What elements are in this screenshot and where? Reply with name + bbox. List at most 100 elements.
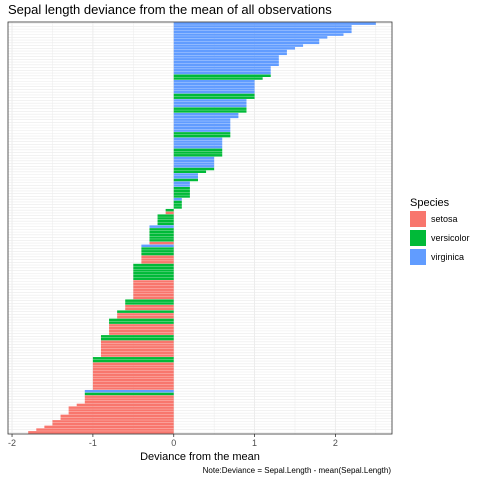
- bar-versicolor: [133, 269, 174, 272]
- bar-versicolor: [84, 392, 174, 396]
- bar-versicolor: [92, 359, 174, 363]
- bar-setosa: [92, 370, 174, 374]
- bar-versicolor: [173, 77, 263, 80]
- bar-virginica: [173, 143, 223, 146]
- bar-virginica: [173, 88, 255, 91]
- legend: Species setosa versicolor virginica: [410, 197, 470, 265]
- bar-virginica: [173, 58, 279, 61]
- bar-virginica: [84, 389, 174, 393]
- bar-virginica: [173, 99, 247, 102]
- bar-setosa: [36, 428, 174, 431]
- legend-key-virginica: [410, 249, 426, 265]
- plot-panel: [7, 21, 393, 435]
- bar-setosa: [125, 304, 174, 308]
- bar-setosa: [133, 288, 174, 291]
- bar-virginica: [173, 137, 223, 141]
- bar-virginica: [173, 184, 190, 187]
- legend-key-versicolor: [410, 230, 426, 246]
- bar-virginica: [149, 225, 174, 228]
- bar-setosa: [92, 368, 174, 371]
- bar-virginica: [173, 115, 239, 119]
- bar-setosa: [165, 211, 174, 215]
- bar-versicolor: [173, 200, 182, 204]
- bar-setosa: [141, 261, 174, 264]
- bar-versicolor: [109, 318, 174, 322]
- bar-virginica: [173, 69, 271, 72]
- bar-versicolor: [173, 148, 223, 152]
- bar-versicolor: [173, 107, 247, 110]
- bar-versicolor: [173, 93, 255, 97]
- bar-setosa: [109, 332, 174, 335]
- bar-setosa: [44, 425, 174, 429]
- bar-virginica: [173, 85, 255, 88]
- bar-virginica: [173, 82, 255, 86]
- bar-setosa: [117, 315, 174, 319]
- bar-virginica: [173, 129, 231, 132]
- bar-setosa: [100, 340, 174, 344]
- bar-setosa: [117, 313, 174, 316]
- bar-versicolor: [149, 239, 174, 242]
- bar-virginica: [173, 22, 376, 25]
- bar-versicolor: [157, 217, 174, 220]
- bar-virginica: [173, 126, 231, 130]
- x-tick-label: 1: [252, 438, 257, 448]
- bar-virginica: [173, 121, 231, 124]
- bar-virginica: [141, 244, 174, 248]
- bar-setosa: [133, 280, 174, 283]
- bar-versicolor: [157, 219, 174, 223]
- bar-setosa: [92, 373, 174, 376]
- bar-versicolor: [173, 167, 215, 171]
- x-tick-label: -1: [89, 438, 97, 448]
- bar-virginica: [173, 71, 271, 75]
- legend-key-setosa: [410, 211, 426, 227]
- bar-virginica: [173, 159, 215, 163]
- bar-versicolor: [141, 247, 174, 250]
- bar-virginica: [173, 52, 287, 56]
- bar-setosa: [60, 414, 174, 418]
- x-tick-label: 0: [171, 438, 176, 448]
- bar-virginica: [173, 49, 287, 53]
- bar-versicolor: [117, 310, 174, 313]
- bar-setosa: [92, 376, 174, 379]
- bar-versicolor: [173, 110, 247, 113]
- bar-virginica: [173, 197, 182, 201]
- bar-versicolor: [133, 266, 174, 270]
- bar-versicolor: [157, 222, 174, 226]
- legend-title: Species: [410, 197, 450, 209]
- bar-setosa: [100, 346, 174, 349]
- bar-setosa: [133, 293, 174, 297]
- bar-versicolor: [173, 203, 182, 206]
- bars: [28, 22, 376, 434]
- bar-versicolor: [141, 252, 174, 256]
- bar-setosa: [100, 354, 174, 357]
- legend-label-versicolor: versicolor: [431, 233, 470, 243]
- bar-versicolor: [173, 74, 271, 77]
- bar-versicolor: [125, 302, 174, 305]
- bar-setosa: [92, 362, 174, 366]
- bar-versicolor: [149, 228, 174, 231]
- bar-virginica: [173, 104, 247, 108]
- bar-setosa: [84, 395, 174, 398]
- bar-setosa: [52, 422, 174, 426]
- bar-setosa: [100, 348, 174, 352]
- bar-setosa: [149, 241, 174, 245]
- bar-setosa: [109, 324, 174, 327]
- bar-virginica: [173, 44, 304, 47]
- bar-virginica: [173, 47, 295, 50]
- bar-setosa: [92, 379, 174, 382]
- bar-setosa: [68, 406, 174, 409]
- chart-title: Sepal length deviance from the mean of a…: [8, 2, 332, 17]
- bar-versicolor: [133, 263, 174, 267]
- y-gridlines: [8, 23, 392, 433]
- bar-versicolor: [133, 274, 174, 278]
- bar-versicolor: [173, 178, 198, 182]
- bar-versicolor: [100, 335, 174, 338]
- bar-versicolor: [173, 192, 190, 195]
- bar-versicolor: [92, 357, 174, 360]
- bar-versicolor: [165, 208, 174, 212]
- bar-virginica: [173, 38, 320, 42]
- bar-versicolor: [173, 132, 231, 135]
- bar-versicolor: [173, 195, 190, 198]
- bar-versicolor: [133, 277, 174, 280]
